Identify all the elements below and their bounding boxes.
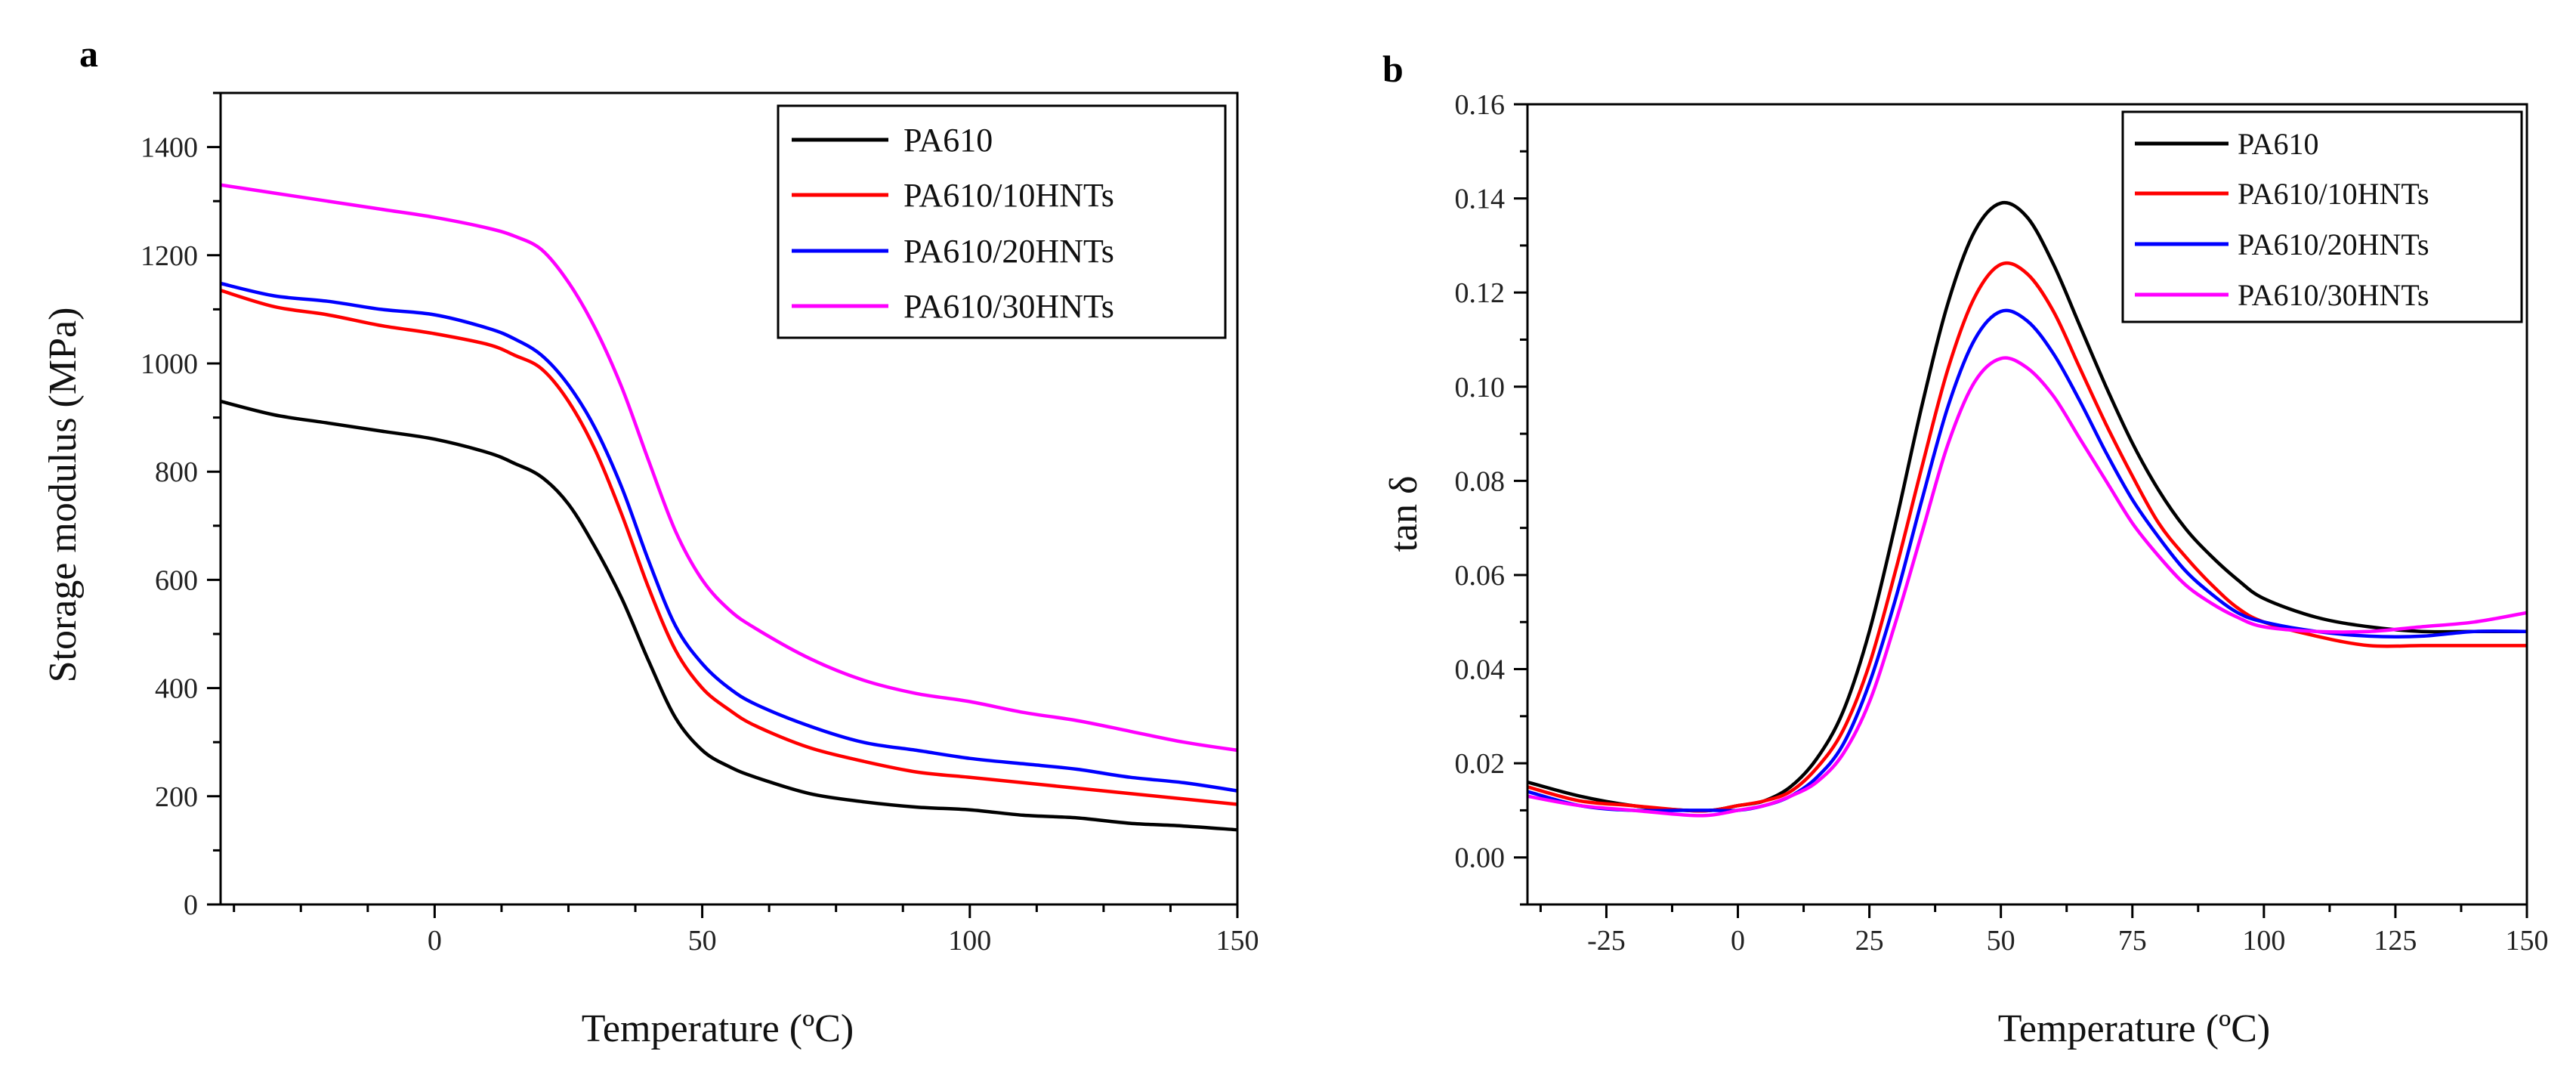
chart-b-y-tick-label: 0.06: [1455, 560, 1506, 592]
chart-b-frame: [1526, 103, 2528, 906]
chart-a-y-tick-label: 1400: [141, 132, 198, 164]
chart-b-legend-label-pa610-20hnts: PA610/20HNTs: [2238, 227, 2429, 261]
chart-b-legend-label-pa610: PA610: [2238, 127, 2318, 161]
chart-a-series-line-pa610-10hnts: [221, 289, 1237, 806]
chart-a-plot-area: [219, 91, 1239, 906]
chart-b-series-line-pa610-20hnts: [1527, 308, 2527, 813]
chart-a-y-tick-label: 0: [184, 889, 198, 921]
chart-a-y-tick-label: 1200: [141, 240, 198, 272]
chart-b-y-tick-label: 0.08: [1455, 465, 1506, 497]
chart-b-y-tick-label: 0.04: [1455, 654, 1506, 686]
chart-a-x-tick-label: 150: [1216, 925, 1259, 957]
chart-a-legend: PA610 PA610/10HNTs PA610/20HNTs PA610/30…: [777, 104, 1227, 339]
chart-a-series-line-pa610-20hnts: [221, 281, 1237, 793]
chart-b-y-tick-label: 0.10: [1455, 372, 1506, 404]
chart-a-series-group: [221, 183, 1237, 832]
chart-b-legend: PA610 PA610/10HNTs PA610/20HNTs PA610/30…: [2121, 110, 2523, 323]
chart-a-legend-label-pa610-10hnts: PA610/10HNTs: [903, 177, 1114, 214]
chart-a-x-axis-title: Temperature (ºC): [582, 1007, 854, 1050]
chart-a-y-tick-label: 1000: [141, 348, 198, 380]
chart-a-series-line-pa610-30hnts: [221, 183, 1237, 753]
panel-b-label: b: [1382, 48, 1404, 90]
chart-a-legend-label-pa610: PA610: [903, 122, 993, 159]
chart-b-x-tick-label: 150: [2506, 925, 2549, 957]
chart-b-x-tick-label: -25: [1587, 925, 1626, 957]
chart-b-legend-label-pa610-10hnts: PA610/10HNTs: [2238, 177, 2429, 211]
chart-a-legend-box: [777, 104, 1227, 339]
chart-b-plot-area: [1526, 103, 2528, 906]
chart-b-x-tick-label: 0: [1731, 925, 1745, 957]
chart-b-x-tick-label: 25: [1855, 925, 1884, 957]
chart-a-y-axis-title: Storage modulus (MPa): [42, 308, 85, 683]
chart-b-series-line-pa610-10hnts: [1527, 261, 2527, 813]
chart-a-x-tick-label: 100: [948, 925, 991, 957]
chart-b-y-tick-label: 0.14: [1455, 184, 1506, 215]
chart-a-legend-label-pa610-20hnts: PA610/20HNTs: [903, 233, 1114, 270]
chart-b-x-tick-label: 75: [2118, 925, 2147, 957]
chart-b-y-axis-title: tan δ: [1382, 475, 1425, 552]
chart-b-y-tick-label: 0.12: [1455, 277, 1506, 309]
chart-a-x-tick-label: 50: [688, 925, 717, 957]
chart-b-x-tick-label: 100: [2242, 925, 2285, 957]
panel-a-label: a: [79, 32, 98, 75]
chart-a-y-tick-label: 200: [155, 781, 198, 813]
chart-a-legend-label-pa610-30hnts: PA610/30HNTs: [903, 288, 1114, 325]
chart-b-x-tick-label: 125: [2374, 925, 2417, 957]
chart-b-series-line-pa610-30hnts: [1527, 356, 2527, 818]
chart-b-x-axis-title: Temperature (ºC): [1998, 1007, 2270, 1050]
chart-b-x-tick-label: 50: [1987, 925, 2015, 957]
chart-a-y-tick-label: 800: [155, 456, 198, 488]
chart-a-y-tick-label: 400: [155, 673, 198, 705]
chart-a-series-line-pa610: [221, 399, 1237, 832]
chart-b-series-group: [1527, 200, 2527, 818]
chart-b-y-tick-label: 0.16: [1455, 89, 1506, 121]
chart-b-legend-box: [2121, 110, 2523, 323]
chart-b-y-tick-label: 0.02: [1455, 748, 1506, 780]
chart-a-frame: [219, 91, 1239, 906]
chart-a-x-tick-label: 0: [428, 925, 442, 957]
chart-b-ticks: -25 0 25 50 75 100 125 150 0.00 0.02 0.04 0.06 0.08 0…: [1455, 89, 2549, 957]
chart-a: a 0 50 100 150 0 200 400 600 800 1000 1200 1400 Tem…: [42, 32, 1259, 1050]
chart-a-ticks: 0 50 100 150 0 200 400 600 800 1000 1200 1400: [141, 91, 1259, 957]
chart-b: b -25 0 25 50 75 100 125 150 0.00 0.02 0.04 0.06 0.0…: [1382, 48, 2549, 1050]
chart-b-y-tick-label: 0.00: [1455, 843, 1506, 874]
chart-b-legend-label-pa610-30hnts: PA610/30HNTs: [2238, 278, 2429, 312]
chart-a-y-tick-label: 600: [155, 564, 198, 596]
